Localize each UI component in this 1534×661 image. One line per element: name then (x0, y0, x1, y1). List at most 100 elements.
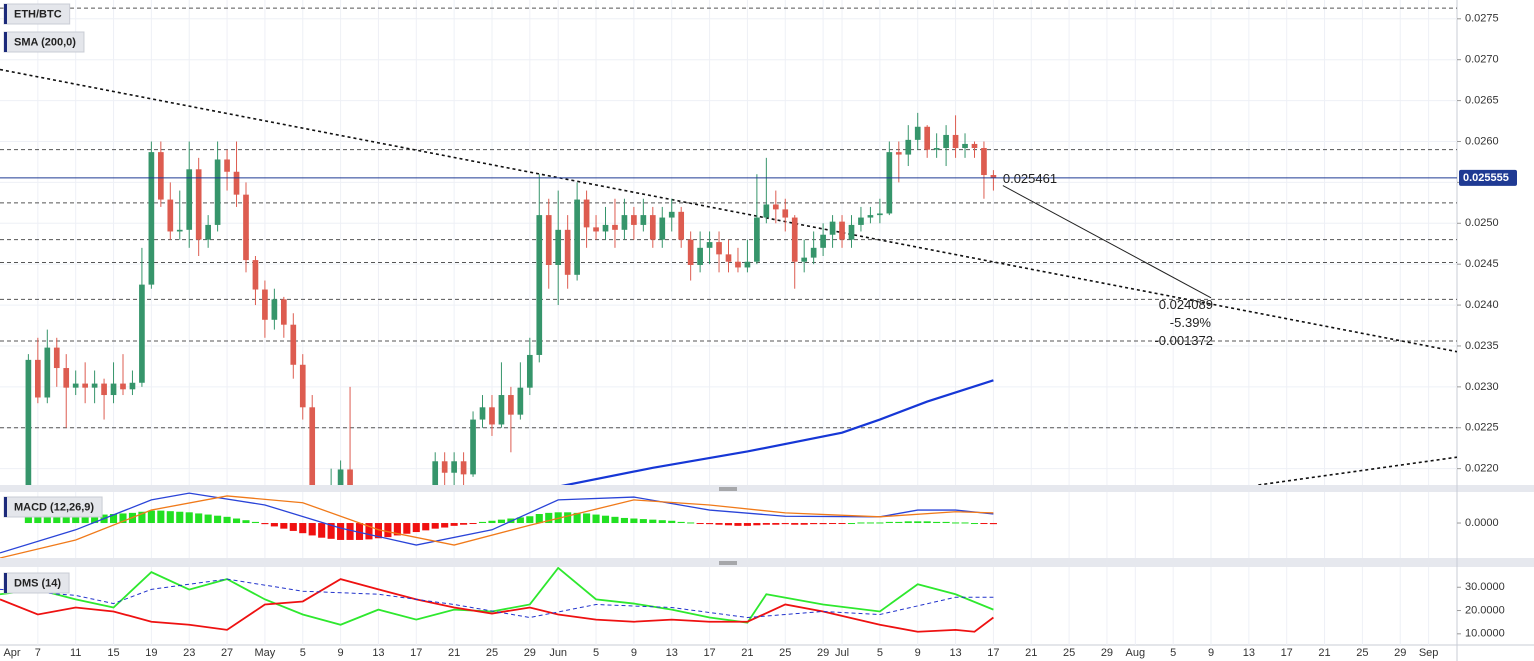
candle-body (224, 159, 230, 172)
candle-body (716, 242, 722, 255)
macd-bar (706, 523, 714, 525)
candle-body (451, 461, 457, 473)
x-tick-label: 29 (524, 647, 536, 659)
x-tick-label: 9 (915, 647, 921, 659)
macd-bar (299, 523, 307, 534)
candle-body (25, 359, 32, 485)
macd-bar (554, 512, 562, 524)
sma-line (560, 379, 994, 485)
candle-body (943, 134, 949, 149)
candle-body (129, 382, 136, 390)
measure-start-label: 0.025461 (1003, 171, 1057, 186)
macd-bar (800, 523, 808, 525)
candle-body (820, 234, 826, 248)
x-tick-label: 7 (35, 647, 41, 659)
candle-body (441, 461, 448, 473)
trend-line (0, 68, 1457, 353)
macd-bar (488, 520, 496, 524)
macd-bar (639, 519, 647, 524)
macd-bar (62, 515, 70, 524)
macd-bar (743, 523, 751, 526)
candle-body (612, 224, 618, 230)
candle-body (489, 407, 495, 425)
y-tick-label: 0.0000 (1465, 517, 1499, 529)
macd-bar (43, 516, 51, 524)
pane-separator[interactable] (0, 558, 1534, 567)
last-price-label: 0.025555 (1463, 172, 1509, 184)
candle-body (545, 215, 552, 265)
x-tick-label: 29 (1394, 647, 1406, 659)
candle-body (668, 211, 675, 218)
macd-bar (942, 521, 950, 524)
macd-bar (516, 517, 524, 524)
macd-bar (696, 523, 704, 525)
macd-bar (91, 514, 99, 524)
x-tick-label: 29 (1101, 647, 1113, 659)
y-tick-label: 20.0000 (1465, 604, 1505, 616)
x-tick-label: 25 (1356, 647, 1368, 659)
macd-bar (564, 512, 572, 524)
pane-separator[interactable] (0, 485, 1534, 492)
candle-body (555, 229, 562, 265)
candle-body (744, 261, 751, 268)
y-tick-label: 0.0240 (1465, 299, 1499, 311)
x-tick-label: 13 (949, 647, 961, 659)
macd-bar (318, 523, 326, 538)
pane-label: ETH/BTC (14, 8, 62, 20)
y-tick-label: 0.0250 (1465, 217, 1499, 229)
macd-bar (185, 512, 193, 524)
last-price-box (1459, 169, 1517, 186)
candle-body (205, 224, 211, 240)
macd-bar (393, 523, 401, 536)
macd-bar (24, 517, 32, 524)
macd-bar (620, 517, 628, 524)
macd-bar (573, 512, 581, 524)
macd-line (0, 495, 994, 558)
macd-bar (119, 513, 127, 524)
x-tick-label: 21 (1318, 647, 1330, 659)
x-tick-label: 19 (145, 647, 157, 659)
x-tick-label: 15 (107, 647, 119, 659)
x-tick-label: 13 (1243, 647, 1255, 659)
macd-bar (460, 523, 468, 525)
y-tick-label: 0.0235 (1465, 340, 1499, 352)
macd-bar (829, 523, 837, 525)
macd-bar (687, 522, 695, 524)
y-tick-label: 0.0225 (1465, 422, 1499, 434)
candle-body (886, 152, 893, 214)
x-tick-label: Jul (835, 647, 849, 659)
y-tick-label: 0.0275 (1465, 13, 1499, 25)
macd-bar (109, 514, 118, 524)
candle-body (640, 215, 647, 225)
candle-body (905, 139, 912, 155)
macd-bar (734, 523, 742, 526)
candle-body (432, 461, 439, 485)
candle-body (962, 143, 968, 149)
candle-body (839, 221, 845, 240)
x-tick-label: 13 (372, 647, 384, 659)
dms-line (0, 578, 994, 619)
y-tick-label: 0.0230 (1465, 381, 1499, 393)
y-tick-label: 0.0220 (1465, 463, 1499, 475)
candle-body (782, 209, 789, 218)
y-tick-label: 0.0270 (1465, 54, 1499, 66)
macd-bar (592, 514, 600, 524)
candle-body (735, 261, 741, 268)
y-tick-label: 0.0260 (1465, 135, 1499, 147)
macd-bar (583, 513, 591, 524)
macd-bar (157, 510, 165, 524)
candle-body (772, 204, 779, 210)
macd-bar (961, 522, 969, 524)
candle-body (725, 254, 732, 262)
x-tick-label: 27 (221, 647, 233, 659)
candle-body (971, 143, 978, 149)
macd-bar (270, 523, 278, 527)
measure-line (1002, 185, 1212, 299)
macd-bar (838, 523, 846, 525)
macd-bar (810, 523, 818, 525)
macd-bar (847, 523, 856, 525)
candle-body (337, 469, 344, 485)
measure-change-label: -0.001372 (1154, 333, 1213, 348)
macd-bar (365, 523, 373, 540)
